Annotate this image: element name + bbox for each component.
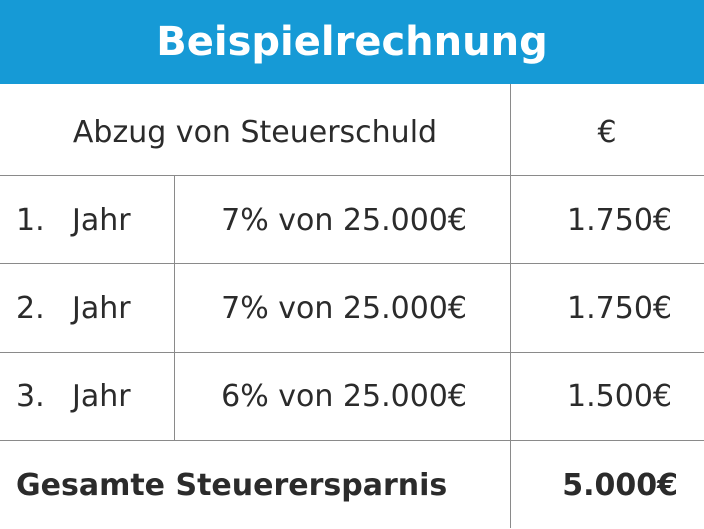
amount: 1.750€: [567, 290, 672, 326]
calculation: 7% von 25.000€: [221, 202, 467, 238]
header: Beispielrechnung: [0, 0, 704, 84]
row-divider: [0, 175, 704, 176]
total-amount: 5.000€: [562, 467, 678, 503]
title: Beispielrechnung: [156, 19, 548, 65]
total-label: Gesamte Steuerersparnis: [16, 467, 448, 503]
row-label: Jahr: [72, 290, 131, 326]
calculation: 6% von 25.000€: [221, 378, 467, 414]
column-header: €: [597, 114, 617, 150]
row-number: 2.: [16, 290, 45, 326]
column-divider: [510, 84, 511, 528]
row-label: Jahr: [72, 378, 131, 414]
row-label: Jahr: [72, 202, 131, 238]
row-divider: [0, 440, 704, 441]
calculation: 7% von 25.000€: [221, 290, 467, 326]
column-header: Abzug von Steuerschuld: [72, 114, 438, 150]
amount: 1.750€: [567, 202, 672, 238]
amount: 1.500€: [567, 378, 672, 414]
row-number: 1.: [16, 202, 45, 238]
row-divider: [0, 263, 704, 264]
column-divider: [174, 175, 175, 440]
row-divider: [0, 352, 704, 353]
row-number: 3.: [16, 378, 45, 414]
